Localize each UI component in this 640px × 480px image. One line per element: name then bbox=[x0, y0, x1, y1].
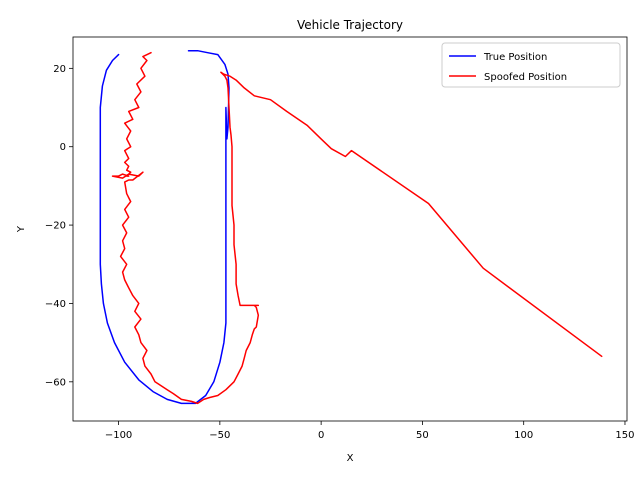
x-tick-label: −100 bbox=[105, 430, 132, 441]
y-tick-label: −40 bbox=[45, 299, 66, 310]
x-tick-label: −50 bbox=[209, 430, 230, 441]
series-layer bbox=[99, 49, 603, 405]
y-tick-label: −20 bbox=[45, 221, 66, 232]
y-tick-label: −60 bbox=[45, 377, 66, 388]
y-axis-label: Y bbox=[16, 225, 27, 233]
legend-label: True Position bbox=[483, 52, 547, 63]
chart-title: Vehicle Trajectory bbox=[297, 18, 403, 32]
series-line-true-position bbox=[99, 49, 230, 405]
x-tick-label: 0 bbox=[318, 430, 324, 441]
y-tick-label: 20 bbox=[53, 64, 66, 75]
legend: True Position Spoofed Position bbox=[441, 42, 621, 88]
x-axis: −100 −50 0 50 100 150 bbox=[105, 421, 635, 441]
y-tick-label: 0 bbox=[60, 142, 66, 153]
x-tick-label: 100 bbox=[514, 430, 533, 441]
plot-frame bbox=[72, 36, 628, 422]
legend-label: Spoofed Position bbox=[484, 72, 567, 83]
y-axis: −60 −40 −20 0 20 bbox=[45, 64, 73, 388]
x-tick-label: 150 bbox=[615, 430, 634, 441]
series-line-spoofed-position bbox=[111, 51, 603, 405]
legend-box bbox=[441, 42, 621, 88]
x-tick-label: 50 bbox=[416, 430, 429, 441]
x-axis-label: X bbox=[347, 453, 354, 464]
